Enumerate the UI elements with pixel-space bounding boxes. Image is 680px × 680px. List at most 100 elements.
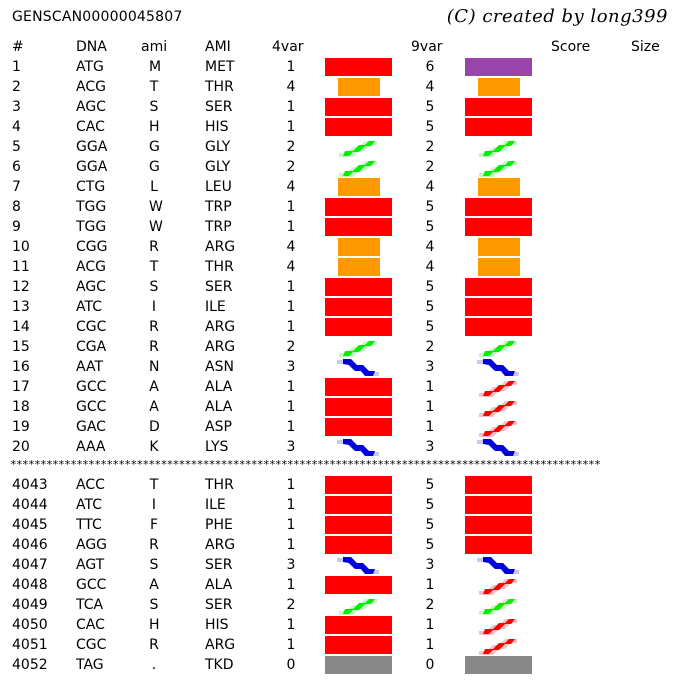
row-index: 4043: [12, 477, 48, 493]
start-block-glyph: [465, 58, 532, 76]
row-dna: GGA: [76, 139, 108, 155]
separator-line: ****************************************…: [10, 458, 601, 471]
row-ami-short: I: [151, 497, 157, 513]
helix-block-glyph: [325, 496, 392, 514]
helix-block-glyph: [325, 298, 392, 316]
row-9var: 5: [425, 517, 435, 533]
row-index: 2: [12, 79, 21, 95]
coil-block-glyph: [478, 238, 520, 256]
row-ami-long: SER: [205, 279, 233, 295]
row-dna: AGG: [76, 537, 108, 553]
row-dna: AAA: [76, 439, 106, 455]
helix-block-glyph: [325, 636, 392, 654]
helix-block-glyph: [465, 118, 532, 136]
row-ami-short: M: [149, 59, 162, 75]
row-4var: 4: [286, 239, 296, 255]
row-index: 12: [12, 279, 30, 295]
row-index: 4044: [12, 497, 48, 513]
row-ami-long: ALA: [205, 399, 233, 415]
table-row: 11 ACG T THR 4 4: [0, 257, 680, 277]
row-4var: 1: [286, 379, 296, 395]
strand-up-glyph: [479, 161, 517, 177]
stop-block-glyph: [325, 656, 392, 674]
helix-block-glyph: [325, 58, 392, 76]
row-ami-long: SER: [205, 597, 233, 613]
row-4var: 2: [286, 339, 296, 355]
row-ami-short: R: [149, 239, 159, 255]
helix-block-glyph: [325, 318, 392, 336]
strand-down-glyph: [477, 359, 519, 376]
row-dna: CGC: [76, 319, 107, 335]
row-9var: 5: [425, 477, 435, 493]
row-ami-long: THR: [205, 477, 234, 493]
row-dna: AGC: [76, 99, 106, 115]
row-index: 4048: [12, 577, 48, 593]
row-ami-short: W: [149, 219, 163, 235]
turn-glyph: [479, 579, 517, 595]
row-ami-long: SER: [205, 557, 233, 573]
row-dna: GCC: [76, 379, 107, 395]
row-ami-short: G: [149, 139, 160, 155]
row-4var: 1: [286, 299, 296, 315]
helix-block-glyph: [325, 398, 392, 416]
row-index: 3: [12, 99, 21, 115]
row-index: 14: [12, 319, 30, 335]
row-ami-short: G: [149, 159, 160, 175]
row-9var: 3: [425, 359, 435, 375]
header-ami-short: ami: [141, 39, 168, 55]
row-9var: 2: [425, 139, 435, 155]
row-ami-short: W: [149, 199, 163, 215]
turn-glyph: [479, 421, 517, 437]
row-dna: TAG: [76, 657, 104, 673]
row-4var: 4: [286, 79, 296, 95]
row-4var: 1: [286, 477, 296, 493]
row-4var: 1: [286, 517, 296, 533]
row-ami-long: THR: [205, 259, 234, 275]
coil-block-glyph: [338, 238, 380, 256]
table-row: 4052 TAG. TKD 0 0: [0, 655, 680, 675]
row-ami-long: ASN: [205, 359, 234, 375]
row-ami-short: A: [149, 399, 159, 415]
table-row: 10 CGG R ARG 4 4: [0, 237, 680, 257]
row-index: 8: [12, 199, 21, 215]
row-ami-short: A: [149, 577, 159, 593]
table-row: 13 ATC I ILE 1 5: [0, 297, 680, 317]
row-ami-long: ARG: [205, 537, 236, 553]
table-row: 4051 CGC R ARG 1 1: [0, 635, 680, 655]
table-row: 12 AGC S SER 1 5: [0, 277, 680, 297]
credit-text: (C) created by long399: [446, 6, 668, 27]
row-index: 9: [12, 219, 21, 235]
header-dna: DNA: [76, 39, 107, 55]
header-9var: 9var: [411, 39, 443, 55]
row-4var: 3: [286, 557, 296, 573]
row-dna: ATC: [76, 299, 102, 315]
strand-up-glyph: [479, 141, 517, 157]
row-9var: 0: [425, 657, 435, 673]
table-header: # DNA ami AMI 4var 9var Score Size: [0, 37, 680, 57]
table-row: 6 GGA G GLY 2 2: [0, 157, 680, 177]
row-9var: 6: [425, 59, 435, 75]
row-4var: 0: [286, 657, 296, 673]
helix-block-glyph: [325, 418, 392, 436]
row-9var: 5: [425, 99, 435, 115]
row-4var: 2: [286, 159, 296, 175]
row-9var: 4: [425, 179, 435, 195]
row-dna: TGG: [76, 199, 107, 215]
helix-block-glyph: [325, 616, 392, 634]
table-row: 18 GCC A ALA 1 1: [0, 397, 680, 417]
row-4var: 1: [286, 59, 296, 75]
row-9var: 2: [425, 339, 435, 355]
table-row: 20 AAA K LYS 3 3: [0, 437, 680, 457]
row-index: 10: [12, 239, 30, 255]
helix-block-glyph: [465, 318, 532, 336]
row-index: 4047: [12, 557, 48, 573]
table-row: 4 CAC H HIS 1 5: [0, 117, 680, 137]
table-row: 9 TGG W TRP 1 5: [0, 217, 680, 237]
row-ami-long: LYS: [205, 439, 229, 455]
row-9var: 2: [425, 597, 435, 613]
row-9var: 2: [425, 159, 435, 175]
table-row: 1 ATG M MET 1 6: [0, 57, 680, 77]
row-9var: 1: [425, 399, 435, 415]
strand-down-glyph: [337, 557, 379, 574]
row-ami-short: S: [149, 597, 159, 613]
